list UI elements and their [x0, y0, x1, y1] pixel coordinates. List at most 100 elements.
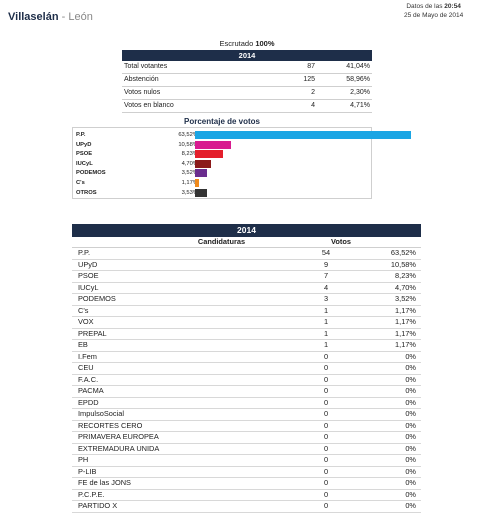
summary-row-label: Total votantes	[124, 63, 168, 70]
chart-category-label: P.P.	[76, 132, 86, 138]
table-row: P.P. 54 63,52%	[72, 248, 421, 260]
chart-bar	[195, 179, 199, 187]
summary-row-count: 125	[303, 76, 315, 83]
table-row: P.C.P.E. 0 0%	[72, 489, 421, 501]
chart-value-label: 4,70%	[181, 160, 198, 167]
chart-bar	[195, 169, 207, 178]
candidatura-name: I.Fem	[78, 351, 97, 361]
candidatura-percent: 0%	[405, 363, 416, 372]
update-date: 25 de Mayo de 2014	[404, 11, 464, 19]
province-name: León	[68, 11, 93, 23]
candidatura-name: PRIMAVERA EUROPEA	[78, 432, 159, 441]
summary-row: Votos nulos 2 2,30%	[122, 87, 372, 100]
candidatura-percent: 1,17%	[395, 328, 416, 338]
candidatura-votes: 0	[323, 386, 329, 395]
candidatura-name: EXTREMADURA UNIDA	[78, 443, 160, 453]
candidatura-percent: 0%	[405, 432, 416, 441]
table-row: PREPAL 1 1,17%	[72, 328, 421, 340]
table-row: UPyD 9 10,58%	[72, 259, 421, 271]
chart-value-label: 1,17%	[181, 180, 198, 186]
summary-table: Escrutado 100% 2014 Total votantes 87 41,0…	[122, 38, 372, 113]
chart-row: PODEMOS 3,52%	[73, 168, 373, 178]
candidatura-name: EB	[78, 340, 88, 349]
chart-bar	[195, 140, 231, 149]
update-info: Datos de las 20:54 25 de Mayo de 2014	[404, 3, 463, 20]
summary-row-count: 4	[311, 102, 315, 109]
candidatura-votes: 4	[323, 282, 329, 292]
chart-row: C's 1,17%	[73, 178, 373, 187]
candidatura-votes: 0	[323, 489, 329, 499]
chart-value-label: 10,58%	[178, 141, 198, 148]
summary-rows: Total votantes 87 41,04% Abstención 125 58,96…	[122, 61, 372, 113]
chart-bar	[195, 131, 411, 139]
table-body: P.P. 54 63,52% UPyD 9 10,58% PSOE 7 8,23% IUCyL 4 4…	[72, 248, 421, 513]
summary-row-count: 2	[311, 89, 315, 96]
candidatura-name: PH	[78, 455, 89, 464]
summary-row-label: Votos en blanco	[124, 102, 174, 109]
candidatura-name: P-LIB	[78, 466, 97, 476]
table-row: F.A.C. 0 0%	[72, 374, 421, 386]
candidatura-name: PSOE	[78, 271, 99, 280]
candidatura-percent: 0%	[405, 420, 416, 430]
candidatura-votes: 0	[323, 443, 329, 453]
candidatura-percent: 1,17%	[395, 317, 416, 326]
chart-category-label: PODEMOS	[76, 170, 106, 177]
summary-row-percent: 2,30%	[350, 89, 370, 96]
candidatura-name: P.P.	[78, 248, 91, 257]
candidatura-name: RECORTES CERO	[78, 420, 143, 430]
candidatura-percent: 0%	[405, 466, 416, 476]
candidatura-votes: 0	[323, 351, 329, 361]
chart-row: PSOE 8,23%	[73, 149, 373, 159]
summary-row-percent: 4,71%	[350, 102, 370, 109]
table-row: PARTIDO X 0 0%	[72, 501, 421, 513]
chart-bar	[195, 188, 207, 197]
chart-row: IUCyL 4,70%	[73, 159, 373, 168]
table-year-header: 2014	[72, 224, 421, 237]
candidatura-percent: 0%	[405, 351, 416, 361]
table-row: I.Fem 0 0%	[72, 351, 421, 363]
summary-row-count: 87	[307, 63, 315, 70]
candidatura-votes: 1	[323, 305, 329, 315]
town-name: Villaselán	[8, 11, 59, 23]
candidatura-percent: 0%	[405, 374, 416, 384]
summary-row-label: Abstención	[124, 76, 159, 83]
summary-row-percent: 41,04%	[346, 63, 370, 70]
chart-value-label: 8,23%	[181, 151, 198, 158]
scrutiny-prefix: Escrutado	[219, 39, 256, 48]
table-column-headers: Candidaturas Votos	[72, 237, 421, 248]
chart-body: P.P. 63,52% UPyD 10,58% PSOE 8,23% IUCyL 4,70% P…	[72, 127, 411, 199]
candidatura-percent: 1,17%	[395, 340, 416, 349]
candidatura-votes: 0	[323, 397, 329, 407]
chart-value-label: 3,53%	[181, 189, 198, 196]
update-time: 20:54	[444, 3, 461, 10]
candidatura-votes: 0	[323, 420, 329, 430]
candidatura-name: P.C.P.E.	[78, 489, 105, 499]
candidatura-votes: 3	[323, 294, 329, 303]
table-row: FE de las JONS 0 0%	[72, 478, 421, 490]
summary-year-header: 2014	[122, 50, 372, 61]
candidatura-percent: 0%	[405, 478, 416, 487]
candidaturas-table: 2014 Candidaturas Votos P.P. 54 63,52% UPyD…	[72, 224, 421, 513]
candidatura-votes: 7	[323, 271, 329, 280]
candidatura-percent: 0%	[405, 455, 416, 464]
candidatura-percent: 0%	[405, 409, 416, 418]
candidatura-votes: 0	[323, 455, 329, 464]
candidatura-percent: 0%	[405, 443, 416, 453]
title-separator: -	[58, 11, 69, 23]
table-row: VOX 1 1,17%	[72, 317, 421, 329]
candidatura-votes: 0	[323, 409, 329, 418]
candidatura-votes: 1	[323, 328, 329, 338]
candidatura-percent: 10,58%	[390, 259, 416, 269]
table-row: P-LIB 0 0%	[72, 466, 421, 478]
summary-row: Total votantes 87 41,04%	[122, 61, 372, 74]
candidatura-percent: 1,17%	[395, 305, 416, 315]
column-candidaturas: Candidaturas	[197, 237, 246, 246]
chart-value-label: 3,52%	[181, 170, 198, 177]
percentage-chart: Porcentaje de votos P.P. 63,52% UPyD 10,58%…	[72, 116, 411, 200]
table-row: IUCyL 4 4,70%	[72, 282, 421, 294]
candidatura-votes: 1	[323, 340, 329, 349]
candidatura-votes: 1	[323, 317, 329, 326]
chart-category-label: IUCyL	[76, 160, 93, 167]
candidatura-name: F.A.C.	[78, 374, 99, 384]
candidatura-votes: 0	[323, 478, 329, 487]
